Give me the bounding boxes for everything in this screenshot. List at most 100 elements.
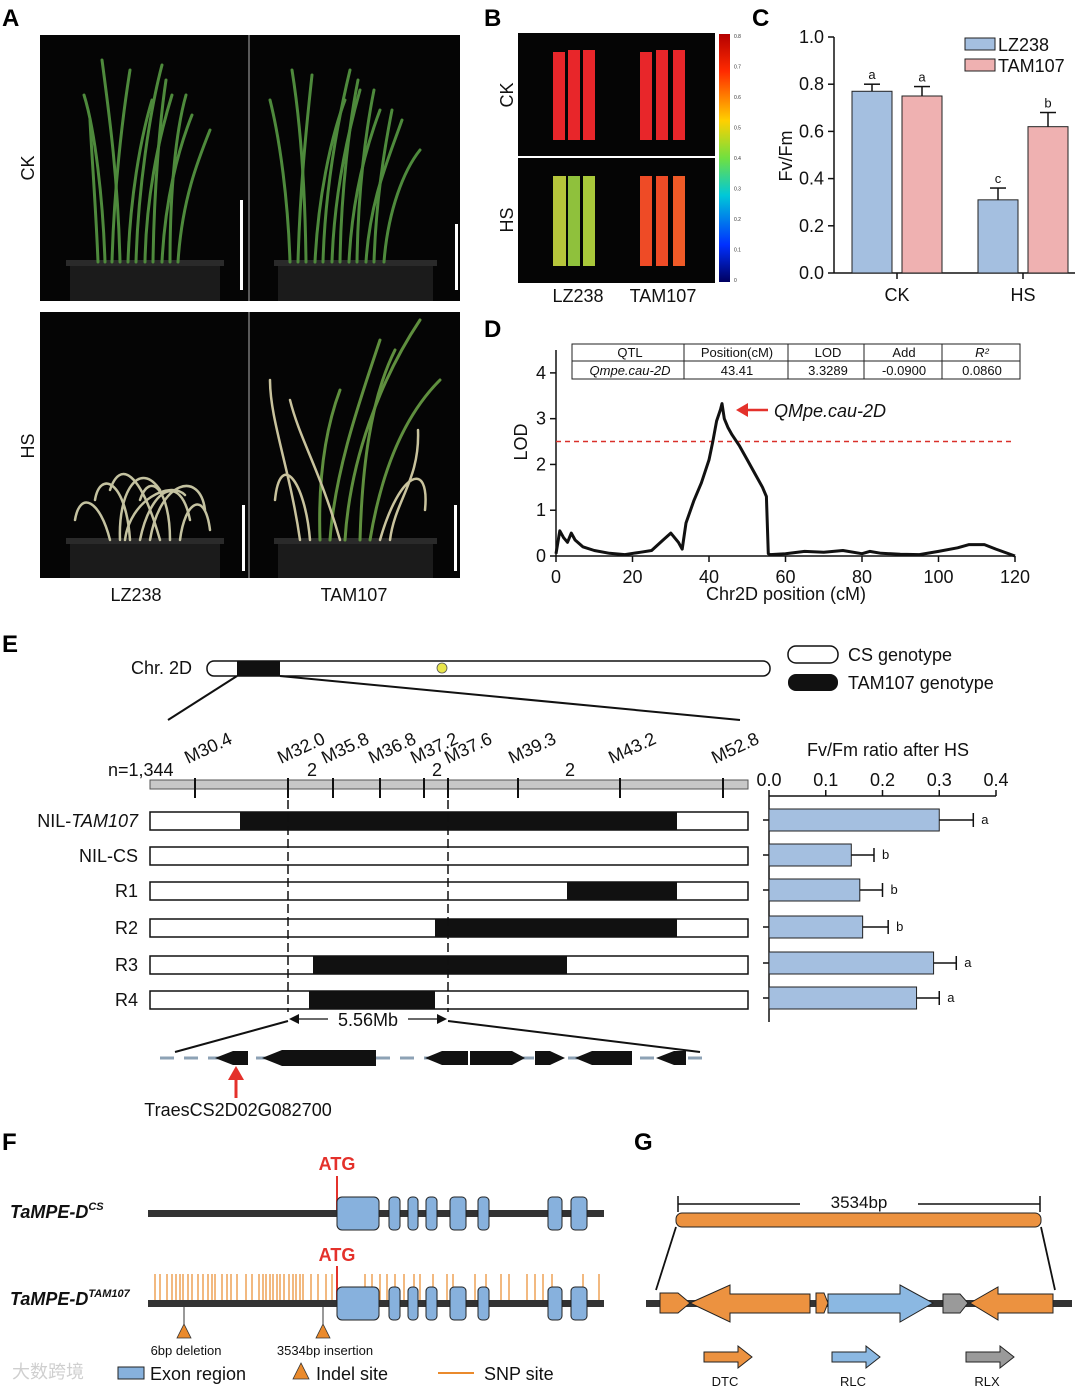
colorbar-tick: 0.4 (734, 156, 741, 162)
significance-letter: a (918, 70, 926, 85)
legend-rlc: RLC (840, 1374, 866, 1389)
genotype-rows (149, 800, 749, 1012)
colorbar-tick: 0.8 (734, 34, 741, 40)
interval-label: 5.56Mb (338, 1010, 398, 1030)
lod-curve (554, 402, 1016, 558)
pot (70, 540, 220, 578)
atg-cs: ATG (319, 1154, 356, 1174)
panel-b-col-lz238: LZ238 (552, 286, 603, 306)
panel-e-bar-chart: 0.0 0.1 0.2 0.3 0.4 a b b b a a (756, 770, 1009, 1022)
panel-label-f: F (2, 1129, 17, 1156)
interval-arrow (289, 1014, 447, 1024)
panel-a-row-hs: HS (18, 433, 38, 458)
y-tick-label: 2 (536, 454, 546, 474)
row-r2: R2 (115, 918, 138, 938)
bar (851, 90, 893, 274)
panel-d-table: QTL Position(cM) LOD Add R² Qmpe.cau-2D … (571, 343, 1021, 380)
x-tick-label: CK (884, 285, 909, 305)
panel-a-col-tam107: TAM107 (321, 585, 388, 605)
atg-tam107: ATG (319, 1245, 356, 1265)
x-tick-label: 0 (551, 567, 561, 587)
chr-label: Chr. 2D (131, 658, 192, 678)
y-tick-label: 0.8 (799, 74, 824, 94)
y-tick-label: 4 (536, 363, 546, 383)
td-r2: 0.0860 (962, 363, 1002, 378)
candidate-gene: TraesCS2D02G082700 (144, 1100, 331, 1120)
colorbar-tick: 0.5 (734, 126, 741, 132)
legend-indel: Indel site (316, 1364, 388, 1384)
significance-letter: b (896, 919, 903, 934)
panel-b-row-hs: HS (497, 207, 517, 232)
y-tick-label: 0 (536, 546, 546, 566)
gene-arrow (656, 1051, 686, 1065)
pot (278, 540, 433, 578)
panel-b-imaging (518, 33, 715, 283)
recomb-count: 2 (307, 760, 317, 780)
pot (70, 262, 220, 301)
panel-label-c: C (752, 5, 769, 32)
marker-m43-2: M43.2 (605, 728, 659, 767)
panel-label-a: A (2, 5, 19, 32)
panel-g-legend: DTC RLC RLX (703, 1344, 1015, 1389)
legend-cs: CS genotype (848, 645, 952, 665)
n-label: n=1,344 (108, 760, 174, 780)
insertion-length: 3534bp (831, 1193, 888, 1212)
gene-arrow (215, 1051, 248, 1065)
panel-a-col-lz238: LZ238 (110, 585, 161, 605)
x-tick-label: HS (1010, 285, 1035, 305)
panel-c-ylabel: Fv/Fm (776, 131, 796, 182)
gene-cs-label: TaMPE-DCS (10, 1201, 104, 1222)
th-position: Position(cM) (701, 345, 773, 360)
th-r2: R² (975, 345, 989, 360)
panel-label-d: D (484, 316, 501, 343)
x-tick-label: 0.4 (983, 770, 1008, 790)
marker-m35-8: M35.8 (318, 728, 372, 767)
th-lod: LOD (815, 345, 842, 360)
y-tick-label: 1 (536, 500, 546, 520)
significance-letter: a (964, 955, 972, 970)
colorbar (719, 34, 730, 282)
x-tick-label: 120 (1000, 567, 1030, 587)
th-add: Add (892, 345, 915, 360)
qtl-arrow (736, 403, 768, 417)
td-lod: 3.3289 (808, 363, 848, 378)
gene-arrow (425, 1051, 468, 1065)
legend-snp: SNP site (484, 1364, 554, 1384)
panel-a-photos (40, 35, 460, 578)
colorbar-tick: 0.3 (734, 187, 741, 193)
hs-lz238-seedlings (73, 472, 212, 542)
gene-arrow (575, 1051, 632, 1065)
y-tick-label: 1.0 (799, 27, 824, 47)
qtl-label: QMpe.cau-2D (774, 401, 886, 421)
panel-c-legend: LZ238 TAM107 (964, 35, 1065, 76)
significance-letter: a (981, 812, 989, 827)
gene-arrow (262, 1050, 376, 1066)
x-tick-label: 0.3 (927, 770, 952, 790)
colorbar-tick: 0.6 (734, 95, 741, 101)
x-tick-label: 60 (775, 567, 795, 587)
ck-seedlings (82, 58, 422, 264)
bar (768, 915, 864, 939)
gene-structure-tam107 (148, 1266, 604, 1339)
deletion-label: 6bp deletion (151, 1343, 222, 1358)
row-r1: R1 (115, 881, 138, 901)
pot (278, 262, 433, 301)
panel-label-e: E (2, 631, 18, 658)
row-r4: R4 (115, 990, 138, 1010)
y-tick-label: 0.4 (799, 169, 824, 189)
ck-photo (40, 35, 460, 301)
significance-letter: b (882, 847, 889, 862)
insertion-detail (646, 1196, 1072, 1323)
x-tick-label: 100 (923, 567, 953, 587)
legend-tam107-genotype: TAM107 genotype (848, 673, 994, 693)
x-tick-label: 0.0 (756, 770, 781, 790)
x-tick-label: 40 (699, 567, 719, 587)
recomb-count: 2 (565, 760, 575, 780)
row-nil-tam107: NIL-TAM107 (37, 811, 139, 831)
legend-dtc: DTC (712, 1374, 739, 1389)
bar (768, 843, 852, 867)
panel-e-bar-title: Fv/Fm ratio after HS (807, 740, 969, 760)
legend-exon: Exon region (150, 1364, 246, 1384)
colorbar-tick: 0.7 (734, 65, 741, 71)
